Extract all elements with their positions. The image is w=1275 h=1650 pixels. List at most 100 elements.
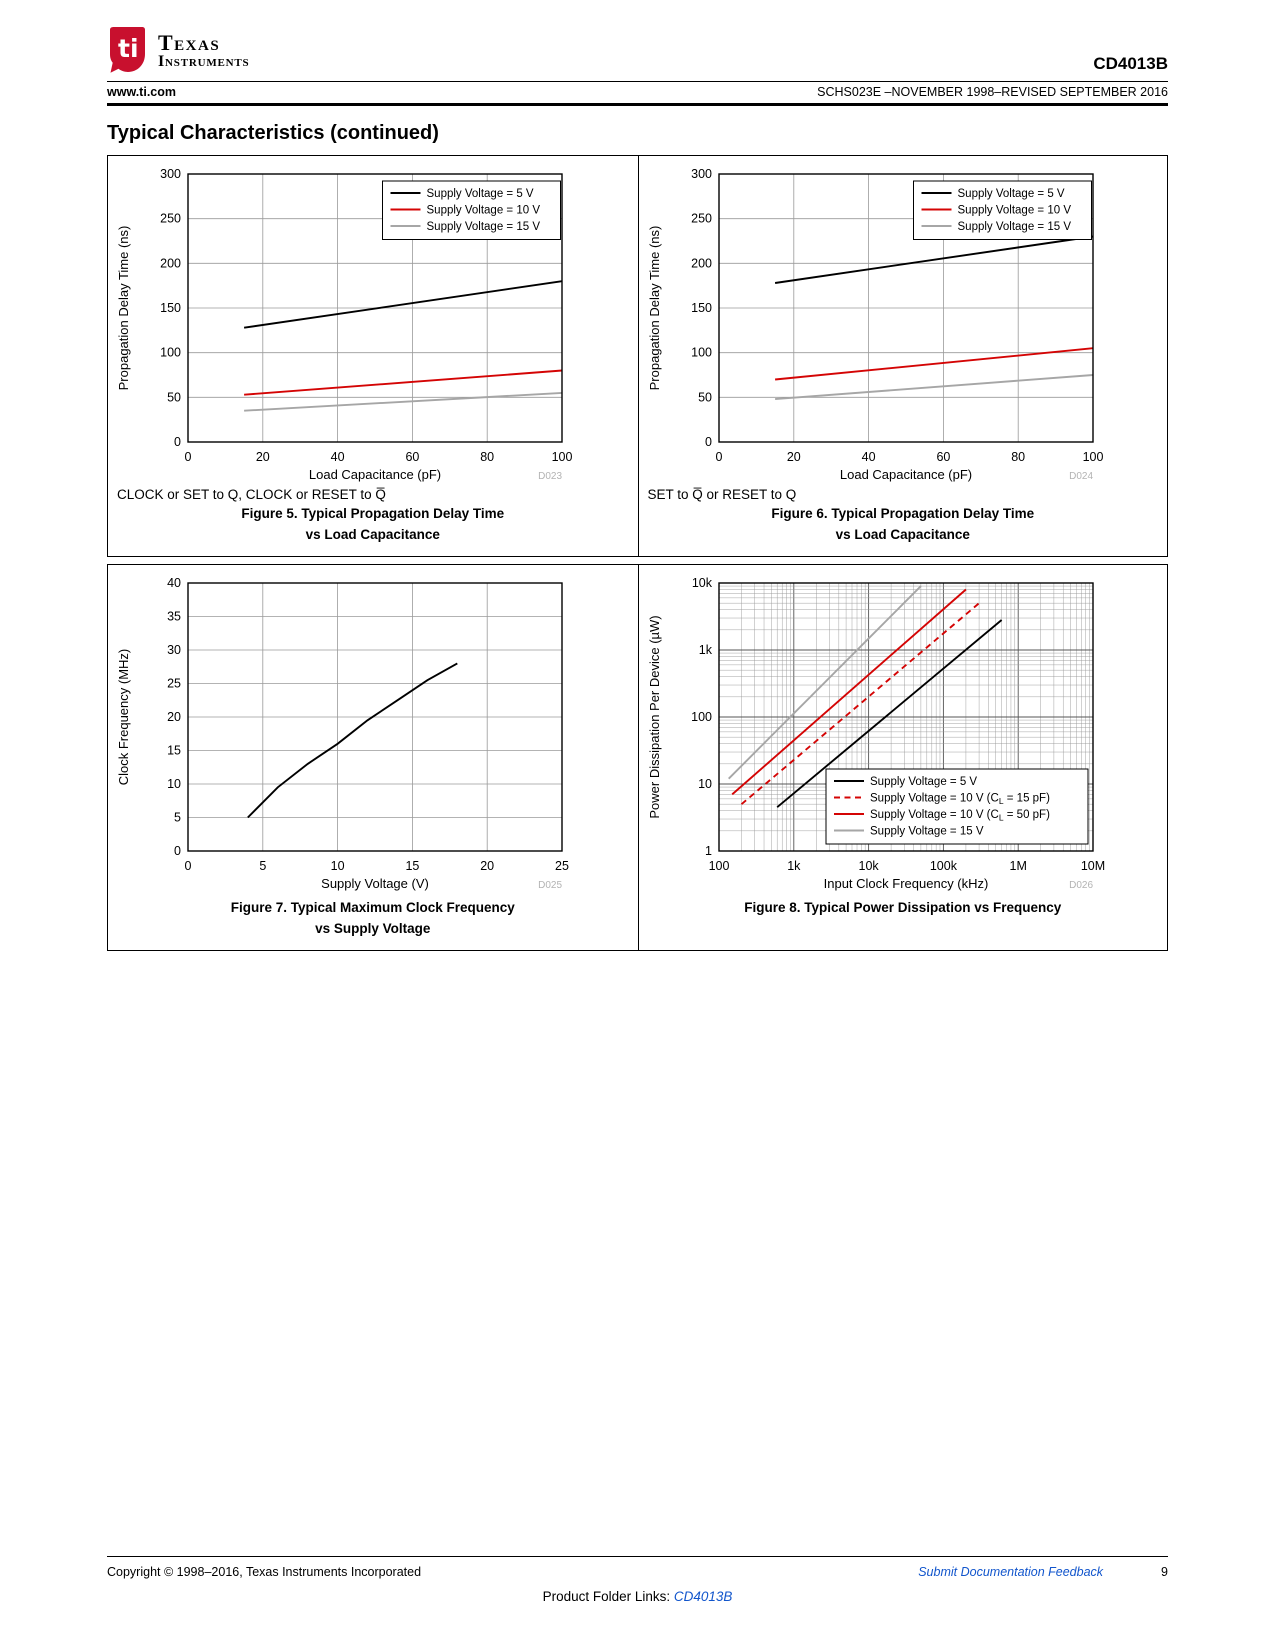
page-footer: Copyright © 1998–2016, Texas Instruments… — [107, 1556, 1168, 1604]
svg-text:0: 0 — [185, 859, 192, 873]
ti-bug-icon: ti — [110, 27, 145, 73]
svg-text:100: 100 — [552, 450, 573, 464]
svg-text:15: 15 — [167, 743, 181, 757]
figure-8-chart: 100 1k 10k 100k 1M 10M 1 10 100 1k 10k Input Clock … — [647, 576, 1105, 891]
svg-text:Supply Voltage = 15 V: Supply Voltage = 15 V — [427, 221, 541, 233]
figure-5-caption-line1: Figure 5. Typical Propagation Delay Time — [241, 506, 505, 521]
svg-text:D024: D024 — [1069, 471, 1093, 482]
figure-6-caption-line1: Figure 6. Typical Propagation Delay Time — [771, 506, 1035, 521]
svg-text:1k: 1k — [787, 859, 801, 873]
svg-text:100: 100 — [708, 859, 729, 873]
svg-text:0: 0 — [174, 435, 181, 449]
figure-6-cell: 0 20 40 60 80 100 0 50 100 150 200 250 300 Load Capac… — [637, 156, 1168, 556]
svg-text:5: 5 — [174, 810, 181, 824]
doc-revision-info: SCHS023E –NOVEMBER 1998–REVISED SEPTEMBE… — [817, 85, 1168, 99]
chart-box-top: 0 20 40 60 80 100 0 50 100 150 200 250 300 Load Capac… — [107, 155, 1168, 557]
product-folder-link[interactable]: CD4013B — [673, 1589, 733, 1604]
figure-7-chart: 0 5 10 15 20 25 0 5 10 15 20 25 30 35 40 Supply Voltage… — [116, 576, 569, 891]
submit-feedback-link[interactable]: Submit Documentation Feedback — [918, 1565, 1104, 1579]
brand-instruments: Instruments — [158, 53, 250, 71]
svg-text:20: 20 — [480, 859, 494, 873]
svg-text:15: 15 — [405, 859, 419, 873]
svg-text:0: 0 — [705, 435, 712, 449]
figure-7-caption-line2: vs Supply Voltage — [315, 920, 431, 936]
svg-text:5: 5 — [259, 859, 266, 873]
svg-text:20: 20 — [786, 450, 800, 464]
figure-7-caption-line1: Figure 7. Typical Maximum Clock Frequenc… — [230, 899, 515, 915]
page-number: 9 — [1161, 1565, 1168, 1579]
svg-text:Propagation Delay Time (ns): Propagation Delay Time (ns) — [647, 226, 662, 391]
page-header: ti Texas Instruments CD4013B www.ti.com … — [107, 26, 1168, 106]
svg-text:1: 1 — [705, 844, 712, 858]
svg-text:100: 100 — [160, 346, 181, 360]
svg-text:Input Clock Frequency (kHz): Input Clock Frequency (kHz) — [823, 876, 988, 891]
svg-text:100: 100 — [1082, 450, 1103, 464]
svg-text:D026: D026 — [1069, 880, 1093, 891]
svg-text:100k: 100k — [929, 859, 957, 873]
svg-text:Propagation Delay Time (ns): Propagation Delay Time (ns) — [116, 226, 131, 391]
svg-text:0: 0 — [715, 450, 722, 464]
figure-5-caption-line2: vs Load Capacitance — [305, 526, 440, 542]
svg-text:40: 40 — [861, 450, 875, 464]
svg-text:Supply Voltage = 10 V: Supply Voltage = 10 V — [957, 205, 1071, 217]
svg-text:10: 10 — [331, 859, 345, 873]
svg-text:Supply Voltage = 15 V: Supply Voltage = 15 V — [870, 825, 984, 837]
svg-text:300: 300 — [160, 167, 181, 181]
svg-text:150: 150 — [691, 301, 712, 315]
figure-5-cell: 0 20 40 60 80 100 0 50 100 150 200 250 300 Load Capac… — [108, 156, 638, 556]
ti-logo: ti Texas Instruments — [107, 26, 249, 76]
figure-6-caption-line2: vs Load Capacitance — [835, 526, 970, 542]
svg-text:Clock Frequency (MHz): Clock Frequency (MHz) — [116, 649, 131, 786]
svg-text:Power Dissipation Per Device (: Power Dissipation Per Device (µW) — [647, 615, 662, 818]
svg-text:Supply Voltage = 5 V: Supply Voltage = 5 V — [427, 188, 534, 200]
svg-text:Load Capacitance (pF): Load Capacitance (pF) — [839, 467, 971, 482]
svg-text:50: 50 — [698, 390, 712, 404]
svg-text:10k: 10k — [858, 859, 879, 873]
website-link[interactable]: www.ti.com — [107, 85, 176, 99]
svg-text:Load Capacitance (pF): Load Capacitance (pF) — [309, 467, 441, 482]
ti-wordmark: Texas Instruments — [158, 26, 249, 71]
figure-8-cell: 100 1k 10k 100k 1M 10M 1 10 100 1k 10k Input Clock … — [637, 564, 1168, 950]
figure-5-chart: 0 20 40 60 80 100 0 50 100 150 200 250 300 Load Capac… — [116, 167, 573, 482]
svg-text:Supply Voltage = 15 V: Supply Voltage = 15 V — [957, 221, 1071, 233]
svg-text:10M: 10M — [1080, 859, 1104, 873]
header-thick-rule — [107, 103, 1168, 106]
svg-text:10: 10 — [698, 777, 712, 791]
svg-text:D025: D025 — [538, 880, 562, 891]
svg-text:0: 0 — [185, 450, 192, 464]
figure-8-caption-line1: Figure 8. Typical Power Dissipation vs F… — [744, 899, 1062, 915]
svg-text:250: 250 — [160, 212, 181, 226]
svg-text:20: 20 — [167, 710, 181, 724]
svg-text:60: 60 — [405, 450, 419, 464]
svg-text:Supply Voltage (V): Supply Voltage (V) — [321, 876, 429, 891]
copyright-text: Copyright © 1998–2016, Texas Instruments… — [107, 1565, 422, 1579]
svg-text:Supply Voltage = 5 V: Supply Voltage = 5 V — [957, 188, 1064, 200]
svg-text:1M: 1M — [1009, 859, 1026, 873]
figure-7-cell: 0 5 10 15 20 25 0 5 10 15 20 25 30 35 40 Supply Voltage… — [108, 565, 638, 950]
svg-text:1k: 1k — [698, 643, 712, 657]
svg-text:25: 25 — [555, 859, 569, 873]
figure-6-chart: 0 20 40 60 80 100 0 50 100 150 200 250 300 Load Capac… — [647, 167, 1103, 482]
svg-text:80: 80 — [1011, 450, 1025, 464]
svg-text:60: 60 — [936, 450, 950, 464]
svg-text:D023: D023 — [538, 471, 562, 482]
product-links-prefix: Product Folder Links: — [542, 1589, 674, 1604]
svg-text:10k: 10k — [691, 576, 712, 590]
svg-text:100: 100 — [691, 710, 712, 724]
svg-text:30: 30 — [167, 643, 181, 657]
svg-text:300: 300 — [691, 167, 712, 181]
svg-text:150: 150 — [160, 301, 181, 315]
svg-text:40: 40 — [331, 450, 345, 464]
svg-text:10: 10 — [167, 777, 181, 791]
svg-text:ti: ti — [118, 34, 139, 63]
svg-text:200: 200 — [691, 256, 712, 270]
svg-text:0: 0 — [174, 844, 181, 858]
svg-text:40: 40 — [167, 576, 181, 590]
footer-divider — [107, 1556, 1168, 1557]
section-title: Typical Characteristics (continued) — [107, 122, 439, 144]
header-divider — [107, 81, 1168, 82]
brand-texas: Texas — [158, 30, 221, 55]
svg-text:Supply Voltage = 10 V (CL = 50: Supply Voltage = 10 V (CL = 50 pF) — [870, 809, 1050, 823]
svg-text:200: 200 — [160, 256, 181, 270]
svg-text:35: 35 — [167, 609, 181, 623]
